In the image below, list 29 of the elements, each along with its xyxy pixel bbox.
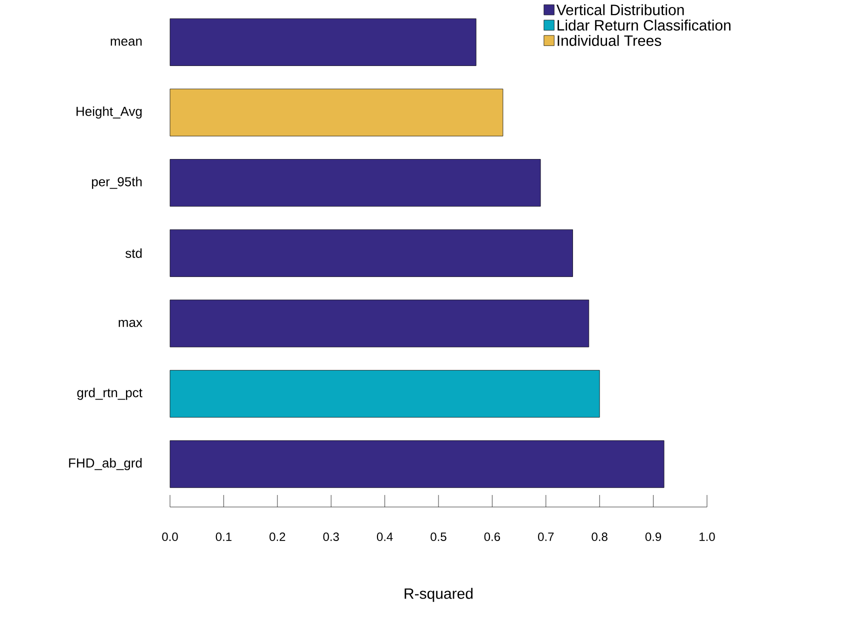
legend-label: Vertical Distribution [556, 4, 684, 16]
x-tick-label: 0.3 [323, 532, 339, 542]
x-tick-label: 0.1 [216, 532, 232, 542]
y-tick-label: FHD_ab_grd [69, 458, 142, 470]
bar [170, 229, 573, 277]
bar [170, 370, 600, 418]
x-tick-label: 0.9 [645, 532, 662, 542]
y-tick-label: max [118, 320, 142, 328]
bar [170, 18, 476, 66]
legend-label: Lidar Return Classification [558, 20, 730, 31]
x-tick-label: 0.0 [162, 532, 178, 542]
y-tick-label: mean [110, 38, 142, 46]
x-tick-label: 0.2 [270, 532, 286, 542]
bar [170, 300, 590, 348]
y-tick-label: grd_rtn_pct [77, 388, 142, 400]
x-tick-label: 1.0 [700, 532, 715, 542]
y-tick-label: Height_Avg [76, 106, 142, 119]
x-tick-label: 0.7 [538, 532, 554, 542]
x-tick-label: 0.8 [592, 532, 608, 542]
bar [170, 440, 664, 488]
x-tick-label: 0.5 [430, 532, 446, 542]
x-tick-label: 0.6 [484, 532, 500, 542]
y-tick-label: std [125, 248, 142, 258]
bar [170, 159, 541, 207]
legend-label: Individual Trees [558, 34, 662, 46]
y-tick-label: per_95th [92, 176, 142, 189]
x-axis-title: R-squared [404, 588, 473, 602]
bar [170, 88, 504, 136]
x-tick-label: 0.4 [376, 532, 393, 542]
